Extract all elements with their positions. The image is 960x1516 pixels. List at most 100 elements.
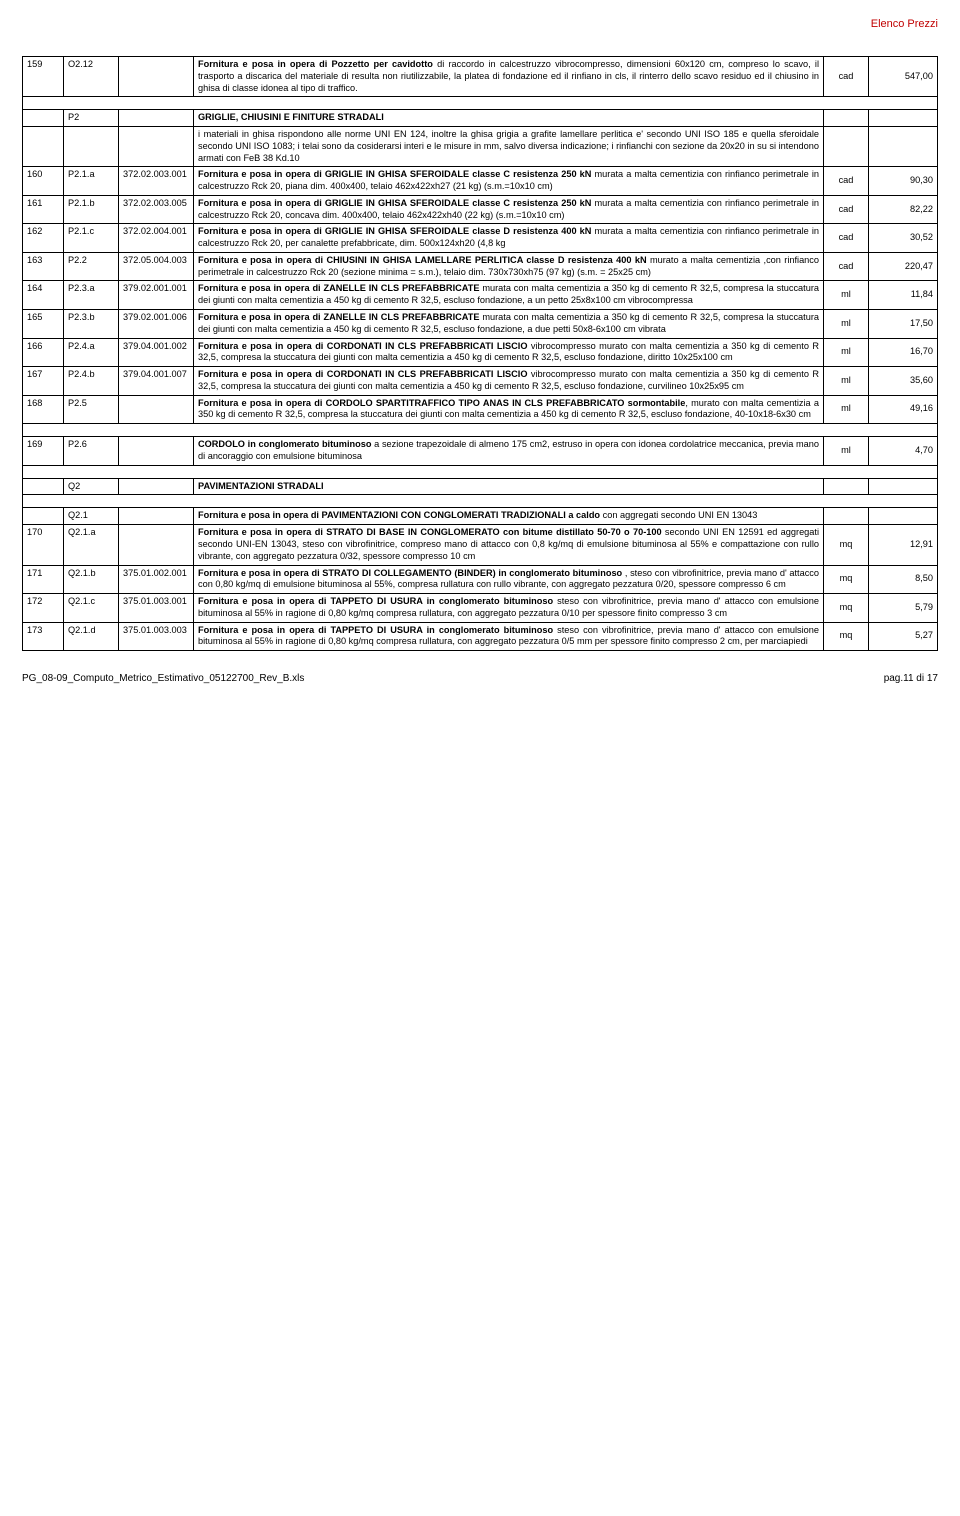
price	[869, 110, 938, 127]
table-row: 168P2.5Fornitura e posa in opera di CORD…	[23, 395, 938, 424]
item-code: O2.12	[64, 57, 119, 97]
row-number	[23, 127, 64, 167]
row-number: 171	[23, 565, 64, 594]
description: CORDOLO in conglomerato bituminoso a sez…	[194, 437, 824, 466]
row-number	[23, 110, 64, 127]
unit: ml	[824, 437, 869, 466]
reference-code: 372.02.003.005	[119, 195, 194, 224]
description: Fornitura e posa in opera di TAPPETO DI …	[194, 622, 824, 651]
item-code: P2.1.b	[64, 195, 119, 224]
price: 49,16	[869, 395, 938, 424]
reference-code: 379.02.001.006	[119, 310, 194, 339]
table-row: P2GRIGLIE, CHIUSINI E FINITURE STRADALI	[23, 110, 938, 127]
unit: ml	[824, 310, 869, 339]
item-code: Q2.1.c	[64, 594, 119, 623]
row-number	[23, 508, 64, 525]
description: Fornitura e posa in opera di GRIGLIE IN …	[194, 224, 824, 253]
item-code: Q2.1.b	[64, 565, 119, 594]
unit: cad	[824, 252, 869, 281]
unit: cad	[824, 57, 869, 97]
spacer-row	[23, 495, 938, 508]
reference-code	[119, 57, 194, 97]
table-row: 164P2.3.a379.02.001.001Fornitura e posa …	[23, 281, 938, 310]
description: PAVIMENTAZIONI STRADALI	[194, 478, 824, 495]
table-row: 159O2.12 Fornitura e posa in opera di Poz…	[23, 57, 938, 97]
description: Fornitura e posa in opera di CORDOLO SPA…	[194, 395, 824, 424]
item-code: P2.1.c	[64, 224, 119, 253]
description: Fornitura e posa in opera di GRIGLIE IN …	[194, 167, 824, 196]
item-code: Q2	[64, 478, 119, 495]
spacer-row	[23, 465, 938, 478]
price: 90,30	[869, 167, 938, 196]
description: Fornitura e posa in opera di ZANELLE IN …	[194, 310, 824, 339]
unit	[824, 127, 869, 167]
item-code: Q2.1.a	[64, 525, 119, 565]
price: 5,79	[869, 594, 938, 623]
reference-code: 372.02.003.001	[119, 167, 194, 196]
reference-code: 379.04.001.007	[119, 367, 194, 396]
item-code: Q2.1.d	[64, 622, 119, 651]
item-code: P2.1.a	[64, 167, 119, 196]
page-footer: PG_08-09_Computo_Metrico_Estimativo_0512…	[22, 673, 938, 684]
description: Fornitura e posa in opera di CHIUSINI IN…	[194, 252, 824, 281]
unit: ml	[824, 281, 869, 310]
item-code: P2	[64, 110, 119, 127]
table-row: 166P2.4.a379.04.001.002Fornitura e posa …	[23, 338, 938, 367]
table-row: 162P2.1.c372.02.004.001Fornitura e posa …	[23, 224, 938, 253]
table-row: 172Q2.1.c375.01.003.001Fornitura e posa …	[23, 594, 938, 623]
description: Fornitura e posa in opera di PAVIMENTAZI…	[194, 508, 824, 525]
reference-code: 379.02.001.001	[119, 281, 194, 310]
table-row: 161P2.1.b372.02.003.005Fornitura e posa …	[23, 195, 938, 224]
description: Fornitura e posa in opera di STRATO DI B…	[194, 525, 824, 565]
unit: mq	[824, 622, 869, 651]
unit	[824, 478, 869, 495]
footer-filename: PG_08-09_Computo_Metrico_Estimativo_0512…	[22, 673, 304, 684]
price: 4,70	[869, 437, 938, 466]
page-header-title: Elenco Prezzi	[22, 18, 938, 30]
row-number	[23, 478, 64, 495]
reference-code: 375.01.003.001	[119, 594, 194, 623]
price: 17,50	[869, 310, 938, 339]
table-row: 163P2.2372.05.004.003Fornitura e posa in…	[23, 252, 938, 281]
description: Fornitura e posa in opera di CORDONATI I…	[194, 338, 824, 367]
description: Fornitura e posa in opera di STRATO DI C…	[194, 565, 824, 594]
reference-code: 372.02.004.001	[119, 224, 194, 253]
unit: mq	[824, 565, 869, 594]
description: Fornitura e posa in opera di Pozzetto pe…	[194, 57, 824, 97]
table-row: Q2.1Fornitura e posa in opera di PAVIMEN…	[23, 508, 938, 525]
unit: cad	[824, 167, 869, 196]
unit: cad	[824, 224, 869, 253]
table-row: 160P2.1.a372.02.003.001Fornitura e posa …	[23, 167, 938, 196]
price: 8,50	[869, 565, 938, 594]
description: Fornitura e posa in opera di GRIGLIE IN …	[194, 195, 824, 224]
description: i materiali in ghisa rispondono alle nor…	[194, 127, 824, 167]
table-row: 170Q2.1.a Fornitura e posa in opera di ST…	[23, 525, 938, 565]
price: 16,70	[869, 338, 938, 367]
reference-code	[119, 395, 194, 424]
price: 220,47	[869, 252, 938, 281]
row-number: 164	[23, 281, 64, 310]
row-number: 170	[23, 525, 64, 565]
reference-code	[119, 508, 194, 525]
price: 82,22	[869, 195, 938, 224]
item-code: P2.6	[64, 437, 119, 466]
item-code: P2.3.a	[64, 281, 119, 310]
row-number: 160	[23, 167, 64, 196]
reference-code	[119, 478, 194, 495]
row-number: 173	[23, 622, 64, 651]
item-code	[64, 127, 119, 167]
reference-code: 379.04.001.002	[119, 338, 194, 367]
reference-code: 372.05.004.003	[119, 252, 194, 281]
table-row: i materiali in ghisa rispondono alle nor…	[23, 127, 938, 167]
price: 35,60	[869, 367, 938, 396]
item-code: P2.5	[64, 395, 119, 424]
price: 12,91	[869, 525, 938, 565]
row-number: 169	[23, 437, 64, 466]
row-number: 159	[23, 57, 64, 97]
price-list-table: 159O2.12 Fornitura e posa in opera di Poz…	[22, 56, 938, 651]
reference-code	[119, 525, 194, 565]
table-row: 165P2.3.b379.02.001.006Fornitura e posa …	[23, 310, 938, 339]
row-number: 166	[23, 338, 64, 367]
price	[869, 478, 938, 495]
table-row: 173Q2.1.d375.01.003.003Fornitura e posa …	[23, 622, 938, 651]
